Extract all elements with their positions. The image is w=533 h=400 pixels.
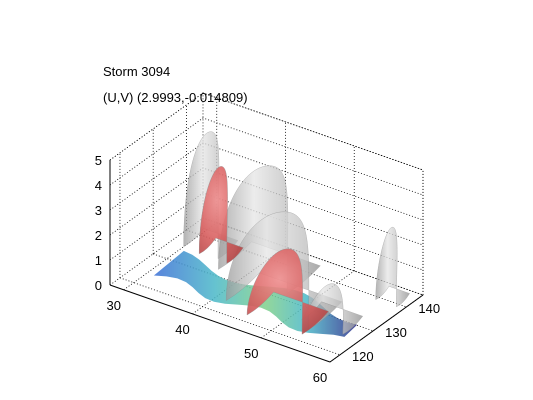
x-tick-label: 40 [175, 322, 189, 337]
y-tick-label: 130 [385, 325, 407, 340]
x-tick-label: 50 [244, 346, 258, 361]
grid-line-floor-x [123, 222, 217, 291]
x-tick-label: 30 [107, 298, 121, 313]
z-tick-label: 2 [95, 228, 102, 243]
chart-title: Storm 3094 [103, 64, 171, 79]
grid-line-floor-x [329, 294, 424, 363]
x-axis-line [109, 284, 331, 363]
y-tick-label: 140 [418, 301, 440, 316]
grid-line-z [109, 117, 424, 196]
grid-line-z [109, 92, 424, 171]
z-tick-label: 0 [95, 278, 102, 293]
surface-layer [153, 131, 410, 337]
y-tick-label: 120 [352, 349, 374, 364]
chart-subtitle: (U,V) (2.9993,-0.014809) [103, 90, 248, 105]
red-surface-peak [246, 248, 329, 335]
red-surface-peak [198, 166, 244, 264]
z-tick-label: 4 [95, 178, 102, 193]
z-tick-label: 3 [95, 203, 102, 218]
tick-labels: 0 1 2 3 4 5 30 40 50 60 120 130 140 [95, 153, 440, 385]
grey-surface-peak [375, 226, 410, 308]
x-tick-label: 60 [313, 370, 327, 385]
z-tick-label: 1 [95, 253, 102, 268]
z-tick-label: 5 [95, 153, 102, 168]
